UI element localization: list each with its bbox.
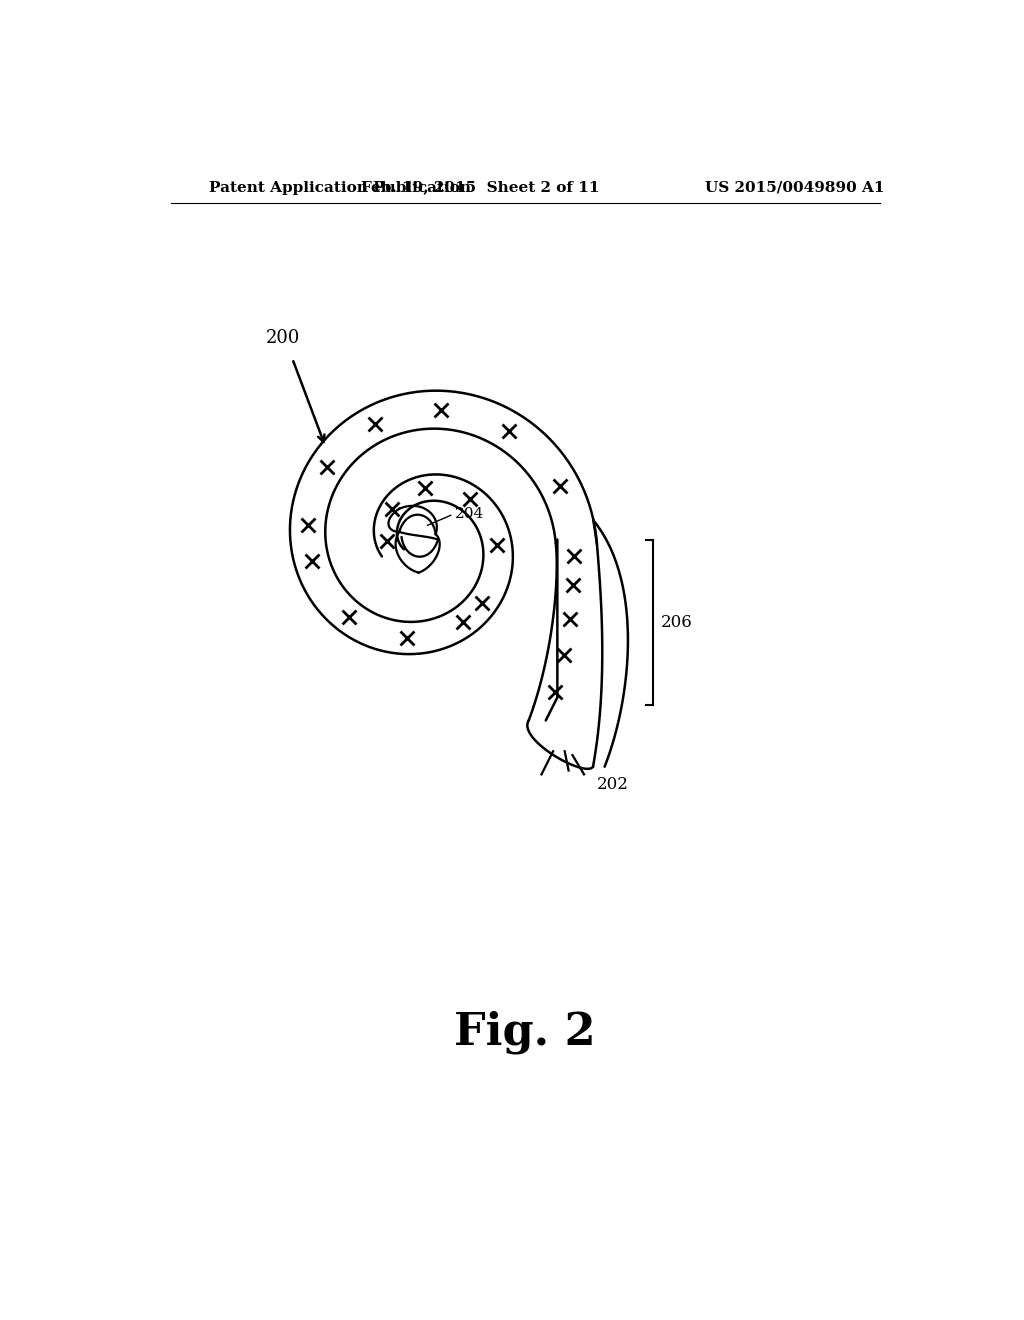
Text: 202: 202: [597, 776, 629, 793]
Text: Feb. 19, 2015  Sheet 2 of 11: Feb. 19, 2015 Sheet 2 of 11: [361, 181, 600, 194]
Text: Fig. 2: Fig. 2: [454, 1011, 596, 1055]
Text: 206: 206: [660, 614, 692, 631]
Text: 200: 200: [266, 329, 300, 347]
Text: 204: 204: [455, 507, 484, 521]
Text: US 2015/0049890 A1: US 2015/0049890 A1: [705, 181, 885, 194]
Text: Patent Application Publication: Patent Application Publication: [209, 181, 471, 194]
